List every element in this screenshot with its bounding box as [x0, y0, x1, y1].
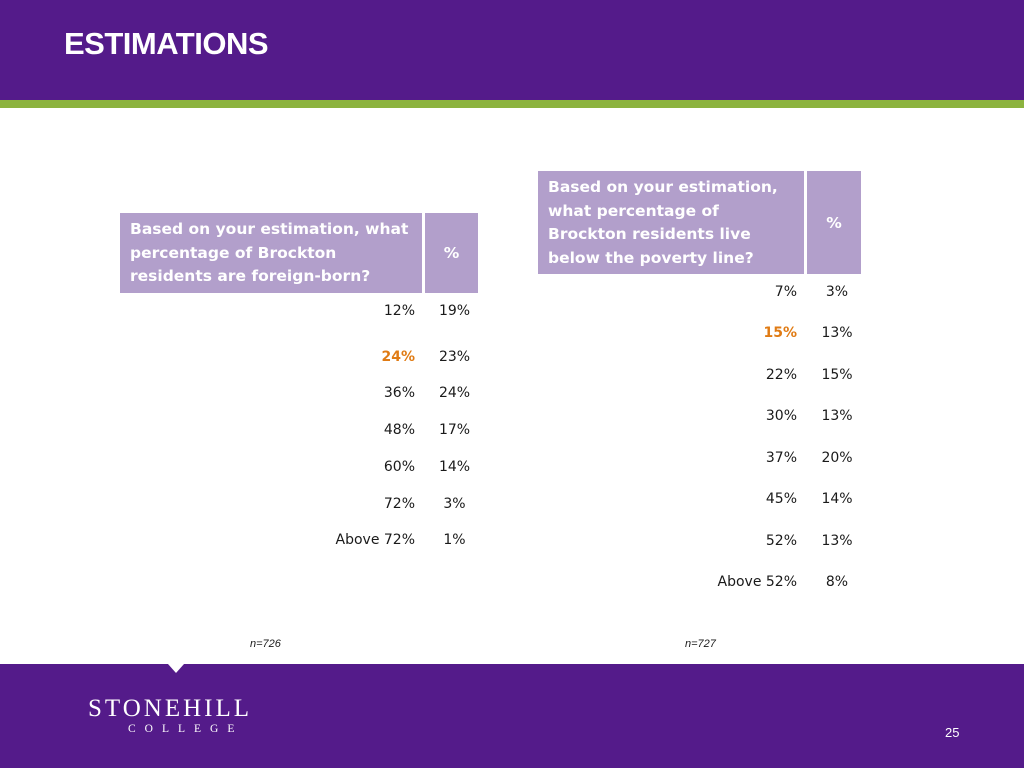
table-row: 30% 13%: [538, 406, 864, 426]
row-label: 60%: [383, 459, 415, 475]
left-table: Based on your estimation, what percentag…: [120, 213, 478, 293]
footer-notch: [168, 664, 184, 673]
slide-title: ESTIMATIONS: [64, 26, 269, 61]
row-value: 23%: [438, 349, 471, 365]
row-value: 14%: [438, 459, 471, 475]
row-value: 24%: [438, 385, 471, 401]
row-label: 52%: [765, 533, 797, 549]
row-value: 3%: [443, 496, 466, 512]
table-row: 15% 13%: [538, 323, 864, 343]
row-value: 1%: [443, 532, 466, 548]
row-label: 72%: [383, 496, 415, 512]
row-value: 14%: [821, 491, 853, 507]
row-value: 8%: [825, 574, 849, 590]
row-label: Above 52%: [717, 574, 798, 590]
logo-wordmark: STONEHILL: [88, 695, 253, 722]
row-label: Above 72%: [335, 532, 416, 548]
table-row: 45% 14%: [538, 489, 864, 509]
row-value: 15%: [821, 367, 853, 383]
header-bar: [0, 0, 1024, 100]
row-label: 30%: [765, 408, 797, 424]
footer-bar: [0, 664, 1024, 768]
row-label: 22%: [765, 367, 797, 383]
row-label: 15%: [763, 325, 797, 341]
table-row: 22% 15%: [538, 365, 864, 385]
row-value: 20%: [821, 450, 853, 466]
row-label: 36%: [383, 385, 415, 401]
right-table: Based on your estimation, what percentag…: [538, 171, 861, 274]
table-row: Above 52% 8%: [538, 572, 864, 592]
table-row: 72% 3%: [120, 494, 481, 514]
table-row: 48% 17%: [120, 420, 481, 440]
table-row: 7% 3%: [538, 282, 864, 302]
table-row: 24% 23%: [120, 347, 481, 367]
row-label: 37%: [765, 450, 797, 466]
table-row: 12% 19%: [120, 301, 481, 321]
right-table-pct-header: %: [807, 171, 861, 274]
right-sample-size: n=727: [685, 638, 716, 650]
row-value: 19%: [438, 303, 471, 319]
page-number: 25: [945, 725, 960, 740]
accent-line: [0, 100, 1024, 108]
row-value: 13%: [821, 533, 853, 549]
logo-subtitle: COLLEGE: [128, 723, 244, 735]
row-label: 45%: [765, 491, 797, 507]
right-table-question: Based on your estimation, what percentag…: [538, 171, 804, 274]
row-value: 13%: [821, 325, 853, 341]
table-row: 36% 24%: [120, 383, 481, 403]
row-value: 17%: [438, 422, 471, 438]
row-value: 13%: [821, 408, 853, 424]
row-value: 3%: [825, 284, 849, 300]
row-label: 12%: [383, 303, 415, 319]
table-row: 37% 20%: [538, 448, 864, 468]
left-sample-size: n=726: [250, 638, 281, 650]
left-table-question: Based on your estimation, what percentag…: [120, 213, 422, 293]
row-label: 7%: [774, 284, 797, 300]
table-row: 52% 13%: [538, 531, 864, 551]
row-label: 48%: [383, 422, 415, 438]
left-table-pct-header: %: [425, 213, 478, 293]
table-row: 60% 14%: [120, 457, 481, 477]
table-row: Above 72% 1%: [120, 530, 481, 550]
row-label: 24%: [381, 349, 415, 365]
stonehill-logo: STONEHILL COLLEGE: [88, 695, 253, 736]
